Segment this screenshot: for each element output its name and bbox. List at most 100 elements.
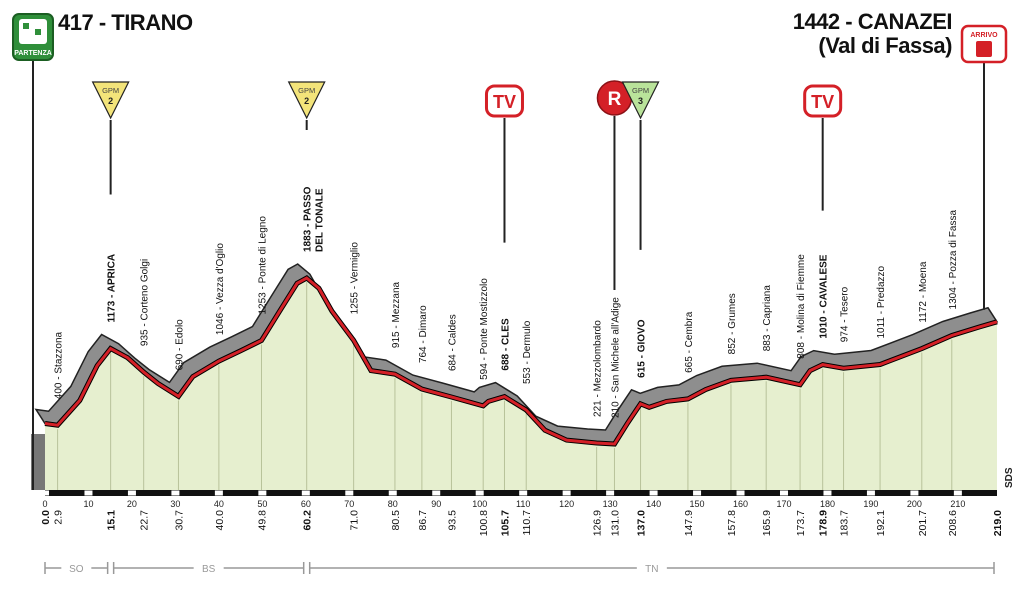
start-flag-icon-check (23, 23, 29, 29)
km-label: 71.0 (349, 510, 361, 531)
location-label: 688 - CLES (500, 318, 511, 371)
start-flag-icon-check (35, 29, 41, 35)
location-label: 615 - GIOVO (637, 319, 648, 378)
x-axis-tick-mark (606, 490, 615, 496)
x-axis-tick-mark (736, 490, 745, 496)
x-axis-tick-mark (432, 490, 441, 496)
location-label: 1011 - Predazzo (876, 265, 887, 338)
km-label: 86.7 (417, 510, 429, 531)
x-axis-tick-mark (301, 490, 310, 496)
start-flag-icon (19, 19, 47, 44)
location-label: 1253 - Ponte di Legno (257, 216, 268, 315)
location-label: 883 - Capriana (762, 285, 773, 352)
x-axis-tick-label: 110 (516, 499, 530, 509)
start-wall (31, 434, 45, 490)
gpm-marker-category: 2 (304, 96, 309, 106)
km-label: 173.7 (795, 510, 807, 536)
location-label: 974 - Tesero (840, 286, 851, 342)
tv-marker-label: TV (493, 92, 516, 112)
x-axis-tick-label: 20 (127, 499, 137, 509)
x-axis-tick-mark (910, 490, 919, 496)
location-label: 594 - Ponte Mostizzolo (479, 278, 490, 380)
km-label: 100.8 (478, 510, 490, 536)
km-label: 192.1 (875, 510, 887, 536)
x-axis-tick-label: 150 (690, 499, 705, 509)
road-label: SDS (1004, 467, 1015, 488)
x-axis-tick-label: 200 (907, 499, 922, 509)
location-label: 221 - Mezzolombardo (593, 320, 604, 417)
km-label: 49.8 (256, 510, 268, 531)
km-label: 80.5 (390, 510, 402, 531)
km-label: 208.6 (947, 510, 959, 536)
km-label: 131.0 (609, 510, 621, 536)
location-label: 690 - Edolo (174, 319, 185, 371)
gpm-marker-category: 2 (108, 96, 113, 106)
x-axis-tick-label: 190 (863, 499, 878, 509)
km-label: 147.9 (683, 510, 695, 536)
km-label: 178.9 (818, 510, 830, 536)
location-label: 915 - Mezzana (391, 281, 402, 348)
region-label: BS (202, 564, 216, 575)
km-label: 201.7 (917, 510, 929, 536)
location-label: 1883 - PASSO (303, 186, 314, 252)
km-label: 165.9 (761, 510, 773, 536)
x-axis-tick-mark (41, 490, 49, 496)
x-axis-tick-mark (84, 490, 93, 496)
x-axis-tick-mark (866, 490, 875, 496)
km-label: 126.9 (592, 510, 604, 536)
location-label: 764 - Dimaro (418, 305, 429, 363)
x-axis-tick-label: 120 (559, 499, 574, 509)
x-axis-tick-mark (823, 490, 832, 496)
x-axis-tick-label: 0 (42, 499, 47, 509)
region-label: SO (69, 564, 84, 575)
gpm-marker-label: GPM (298, 86, 315, 95)
finish-subtitle: (Val di Fassa) (818, 33, 952, 58)
finish-title: 1442 - CANAZEI (792, 9, 953, 34)
location-label: 665 - Cembra (684, 311, 695, 373)
profile-line (44, 276, 998, 446)
x-axis-tick-label: 50 (257, 499, 267, 509)
km-label: 60.2 (302, 510, 314, 531)
location-label: DEL TONALE (315, 188, 326, 252)
x-axis-tick-mark (779, 490, 788, 496)
x-axis-tick-mark (519, 490, 528, 496)
x-axis-tick-mark (214, 490, 223, 496)
x-axis-tick-label: 30 (170, 499, 180, 509)
x-axis-tick-label: 10 (83, 499, 93, 509)
tv-marker-label: TV (811, 92, 834, 112)
km-label: 157.8 (726, 510, 738, 536)
location-label: 1304 - Pozza di Fassa (948, 210, 959, 310)
location-label: 808 - Molina di Fiemme (796, 254, 807, 359)
x-axis-tick-mark (345, 490, 354, 496)
start-title: 417 - TIRANO (58, 10, 193, 35)
profile-area (45, 278, 997, 490)
x-axis-tick-label: 210 (950, 499, 965, 509)
finish-title-block: 1442 - CANAZEI (Val di Fassa) (792, 9, 953, 58)
x-axis-tick-mark (475, 490, 484, 496)
km-label: 40.0 (214, 510, 226, 531)
location-label: 1255 - Vermiglio (350, 242, 361, 315)
km-label: 110.7 (521, 510, 533, 536)
x-axis-tick-mark (953, 490, 962, 496)
feed-zone-marker-label: R (608, 89, 622, 110)
x-axis-tick-mark (649, 490, 658, 496)
x-axis-tick-mark (693, 490, 702, 496)
x-axis-tick-mark (562, 490, 571, 496)
x-axis-tick-label: 160 (733, 499, 748, 509)
location-label: 1172 - Moena (918, 261, 929, 322)
gpm2-marker (91, 81, 130, 120)
location-label: 553 - Dermulo (522, 320, 533, 384)
km-label: 15.1 (106, 510, 118, 531)
location-label: 1010 - CAVALESE (819, 254, 830, 338)
km-label: 105.7 (499, 510, 511, 536)
x-axis-tick-label: 130 (603, 499, 618, 509)
location-label: 400 - Stazzona (54, 331, 65, 399)
x-axis-tick-label: 80 (388, 499, 398, 509)
km-label: 30.7 (173, 510, 185, 531)
x-axis-tick-label: 170 (776, 499, 791, 509)
km-label: 2.9 (53, 510, 65, 525)
region-label-bg (636, 561, 667, 575)
x-axis-tick-label: 140 (646, 499, 661, 509)
